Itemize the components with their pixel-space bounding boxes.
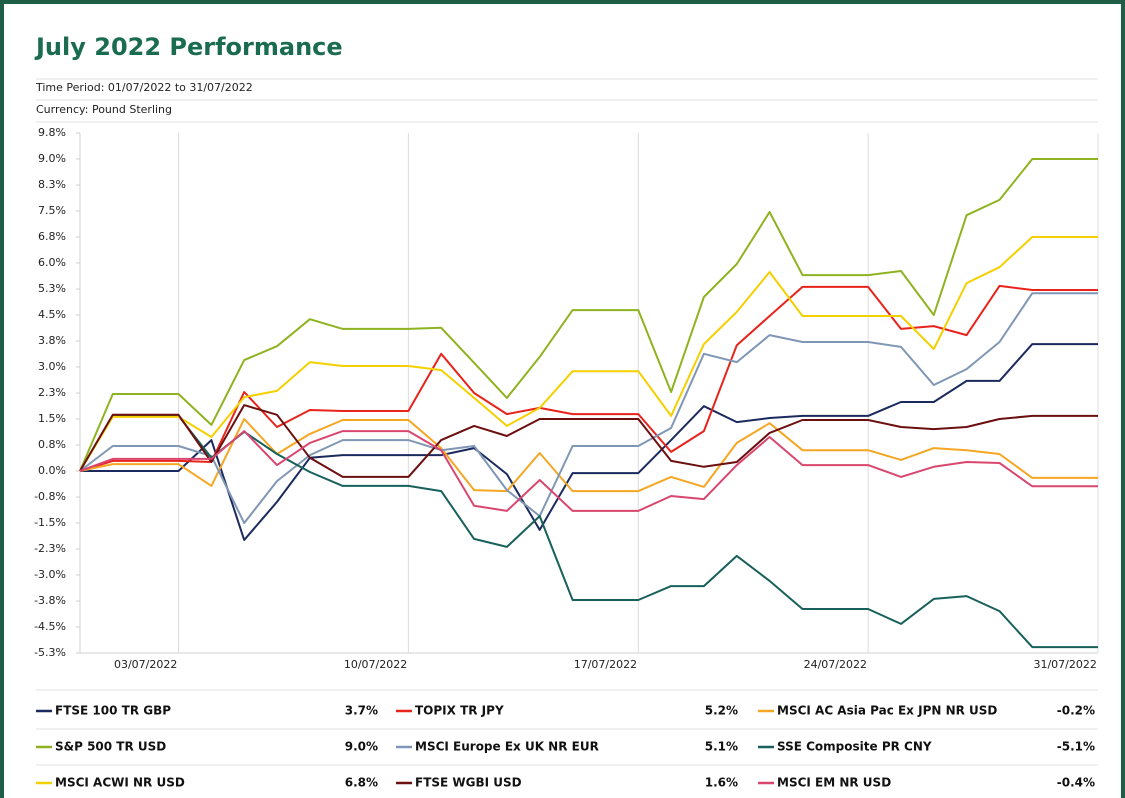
y-tick-label: -0.8% xyxy=(34,490,66,503)
series-line xyxy=(79,236,1098,472)
y-tick-label: -2.3% xyxy=(34,542,66,555)
y-tick-label: 6.8% xyxy=(38,230,66,243)
y-tick-label: 3.0% xyxy=(38,360,66,373)
series-line xyxy=(79,404,1098,478)
y-tick-label: -4.5% xyxy=(34,620,66,633)
y-tick-label: 8.3% xyxy=(38,178,66,191)
legend-label: FTSE 100 TR GBP xyxy=(55,704,171,718)
legend-value: 3.7% xyxy=(345,704,378,718)
legend-label: SSE Composite PR CNY xyxy=(777,740,932,754)
series-line xyxy=(79,430,1098,512)
y-tick-label: -3.8% xyxy=(34,594,66,607)
legend-value: 6.8% xyxy=(345,776,378,790)
y-tick-label: -3.0% xyxy=(34,568,66,581)
y-tick-label: 9.8% xyxy=(38,126,66,139)
x-tick-label: 17/07/2022 xyxy=(574,658,637,671)
legend-label: FTSE WGBI USD xyxy=(415,776,522,790)
x-tick-label: 31/07/2022 xyxy=(1033,658,1096,671)
x-tick-label: 03/07/2022 xyxy=(114,658,177,671)
subtitle: Time Period: 01/07/2022 to 31/07/2022 xyxy=(35,81,253,94)
legend-label: MSCI Europe Ex UK NR EUR xyxy=(415,740,599,754)
y-tick-label: 3.8% xyxy=(38,334,66,347)
note: Currency: Pound Sterling xyxy=(36,103,172,116)
y-tick-label: 0.0% xyxy=(38,464,66,477)
series-line xyxy=(79,414,1098,649)
series-line xyxy=(80,343,1098,541)
series-line xyxy=(79,418,1098,493)
legend-value: -0.2% xyxy=(1057,704,1095,718)
y-tick-label: 0.8% xyxy=(38,438,66,451)
x-tick-label: 24/07/2022 xyxy=(804,658,867,671)
legend-value: 1.6% xyxy=(705,776,738,790)
y-tick-label: 6.0% xyxy=(38,256,66,269)
y-tick-label: -1.5% xyxy=(34,516,66,529)
legend-label: MSCI AC Asia Pac Ex JPN NR USD xyxy=(777,704,997,718)
legend-value: 5.2% xyxy=(705,704,738,718)
legend-label: MSCI ACWI NR USD xyxy=(55,776,185,790)
y-tick-label: 5.3% xyxy=(38,282,66,295)
series-line xyxy=(79,158,1098,472)
y-tick-label: 4.5% xyxy=(38,308,66,321)
series-line xyxy=(79,292,1098,524)
y-tick-label: 7.5% xyxy=(38,204,66,217)
legend-label: S&P 500 TR USD xyxy=(55,740,166,754)
y-tick-label: 1.5% xyxy=(38,412,66,425)
y-tick-label: 2.3% xyxy=(38,386,66,399)
legend-value: -5.1% xyxy=(1057,740,1095,754)
x-tick-label: 10/07/2022 xyxy=(344,658,407,671)
series-line xyxy=(79,284,1098,472)
legend-value: -0.4% xyxy=(1057,776,1095,790)
legend-value: 9.0% xyxy=(345,740,378,754)
legend-value: 5.1% xyxy=(705,740,738,754)
y-tick-label: -5.3% xyxy=(34,646,66,659)
y-tick-label: 9.0% xyxy=(38,152,66,165)
chart-title: July 2022 Performance xyxy=(34,33,343,61)
legend-label: TOPIX TR JPY xyxy=(415,704,504,718)
legend-label: MSCI EM NR USD xyxy=(777,776,891,790)
